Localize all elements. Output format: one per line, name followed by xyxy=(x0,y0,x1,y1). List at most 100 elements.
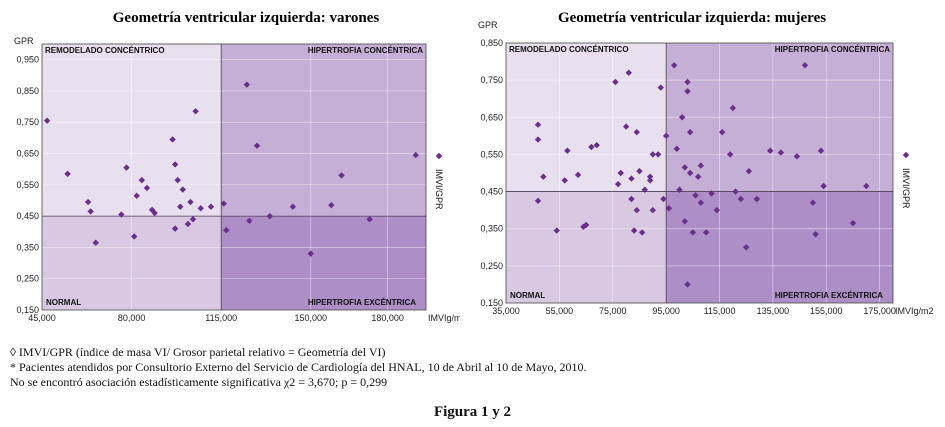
chart-title: Geometría ventricular izquierda: varones xyxy=(113,10,380,26)
data-point xyxy=(143,184,151,192)
x-tick-label: 35,000 xyxy=(492,306,520,316)
x-tick-label: 155,000 xyxy=(810,306,843,316)
data-point xyxy=(729,104,737,112)
data-point xyxy=(737,195,745,203)
data-point xyxy=(307,250,314,257)
data-point xyxy=(246,217,253,225)
data-point xyxy=(171,161,179,168)
y-tick-label: 0,350 xyxy=(16,242,39,252)
y-tick-label: 0,650 xyxy=(16,149,39,159)
data-point xyxy=(582,221,590,229)
data-point xyxy=(123,164,130,171)
y-tick-label: 0,550 xyxy=(16,180,39,190)
x-tick-label: 95,000 xyxy=(652,306,680,316)
x-tick-label: 175,000 xyxy=(863,306,896,316)
y-tick-label: 0,150 xyxy=(16,305,39,315)
data-point xyxy=(207,203,215,210)
data-point xyxy=(662,132,670,140)
y-tick-label: 0,850 xyxy=(16,86,39,96)
data-point xyxy=(177,203,184,210)
data-point xyxy=(534,136,542,143)
data-point xyxy=(633,206,640,214)
data-point xyxy=(614,180,622,188)
data-point xyxy=(412,151,419,159)
quadrant-hipertrofia-concentrica xyxy=(221,44,426,217)
quadrant-label: HIPERTROFIA CONCÉNTRICA xyxy=(308,46,423,55)
data-point xyxy=(708,190,715,197)
y-tick-label: 0,550 xyxy=(480,149,503,159)
y-tick-label: 0,450 xyxy=(16,211,39,221)
data-point xyxy=(812,231,819,238)
data-point xyxy=(646,177,654,184)
data-point xyxy=(726,151,734,158)
y-axis-label: GPR xyxy=(478,20,498,30)
legend-marker xyxy=(435,152,443,160)
footnote-source: * Pacientes atendidos por Consultorio Ex… xyxy=(10,360,587,374)
data-point xyxy=(713,206,721,214)
x-tick-label: 80,000 xyxy=(118,313,146,323)
x-tick-label: 115,000 xyxy=(704,306,736,316)
footnote-statistics: No se encontró asociación estadísticamen… xyxy=(10,375,388,389)
data-point xyxy=(253,142,261,149)
data-point xyxy=(189,216,197,223)
data-point xyxy=(697,199,705,206)
quadrant-label: NORMAL xyxy=(510,291,545,300)
data-point xyxy=(118,211,125,218)
y-axis-label: GPR xyxy=(14,36,34,46)
data-point xyxy=(649,206,656,214)
chart-varones: Geometría ventricular izquierda: varones… xyxy=(14,10,460,323)
data-point xyxy=(745,167,753,175)
data-point xyxy=(289,203,297,210)
data-point xyxy=(338,172,345,179)
quadrant-label: HIPERTROFIA EXCÉNTRICA xyxy=(775,291,883,300)
data-point xyxy=(809,199,817,206)
plot-frame xyxy=(41,43,427,311)
data-point xyxy=(87,208,94,215)
y-tick-label: 0,850 xyxy=(480,38,503,48)
y-tick-label: 0,350 xyxy=(480,224,503,234)
data-point xyxy=(171,225,179,232)
data-point xyxy=(138,176,146,184)
data-point xyxy=(187,198,194,206)
data-point xyxy=(753,195,761,203)
y-tick-label: 0,650 xyxy=(480,112,503,122)
data-point xyxy=(223,227,230,234)
chart-mujeres: Geometría ventricular izquierda: mujeres… xyxy=(478,10,934,316)
y-tick-label: 0,750 xyxy=(480,75,503,85)
data-point xyxy=(630,227,638,234)
plot-frame xyxy=(505,42,894,304)
legend-marker xyxy=(902,151,910,159)
quadrant-label: HIPERTROFIA CONCÉNTRICA xyxy=(775,45,890,54)
data-point xyxy=(133,192,140,199)
y-tick-label: 0,950 xyxy=(16,55,39,65)
x-tick-label: 180,000 xyxy=(371,313,404,323)
y-tick-label: 0,150 xyxy=(480,298,503,308)
data-point xyxy=(92,239,99,246)
x-axis-label: IMVIg/m2 xyxy=(895,306,934,316)
data-point xyxy=(366,216,373,223)
x-tick-label: 45,000 xyxy=(28,313,56,323)
data-point xyxy=(169,136,176,143)
x-axis-label: IMVIg/m² xyxy=(428,313,460,323)
data-point xyxy=(732,188,739,195)
data-point xyxy=(151,209,158,217)
data-point xyxy=(179,186,186,193)
data-point xyxy=(743,244,750,251)
data-point xyxy=(849,219,857,227)
x-tick-label: 135,000 xyxy=(757,306,790,316)
x-tick-label: 75,000 xyxy=(599,306,627,316)
y-tick-label: 0,450 xyxy=(480,187,503,197)
data-point xyxy=(130,233,138,240)
data-point xyxy=(192,108,199,115)
x-tick-label: 150,000 xyxy=(295,313,328,323)
data-point xyxy=(534,197,542,205)
data-point xyxy=(84,198,92,206)
data-point xyxy=(617,169,624,177)
data-point xyxy=(628,175,635,182)
data-point xyxy=(574,171,582,179)
quadrant-label: REMODELADO CONCÉNTRICO xyxy=(45,46,165,55)
data-point xyxy=(266,212,274,220)
quadrant-label: NORMAL xyxy=(46,298,81,307)
quadrant-hipertrofia-excentrica xyxy=(666,191,893,303)
figure-caption: Figura 1 y 2 xyxy=(433,404,512,420)
